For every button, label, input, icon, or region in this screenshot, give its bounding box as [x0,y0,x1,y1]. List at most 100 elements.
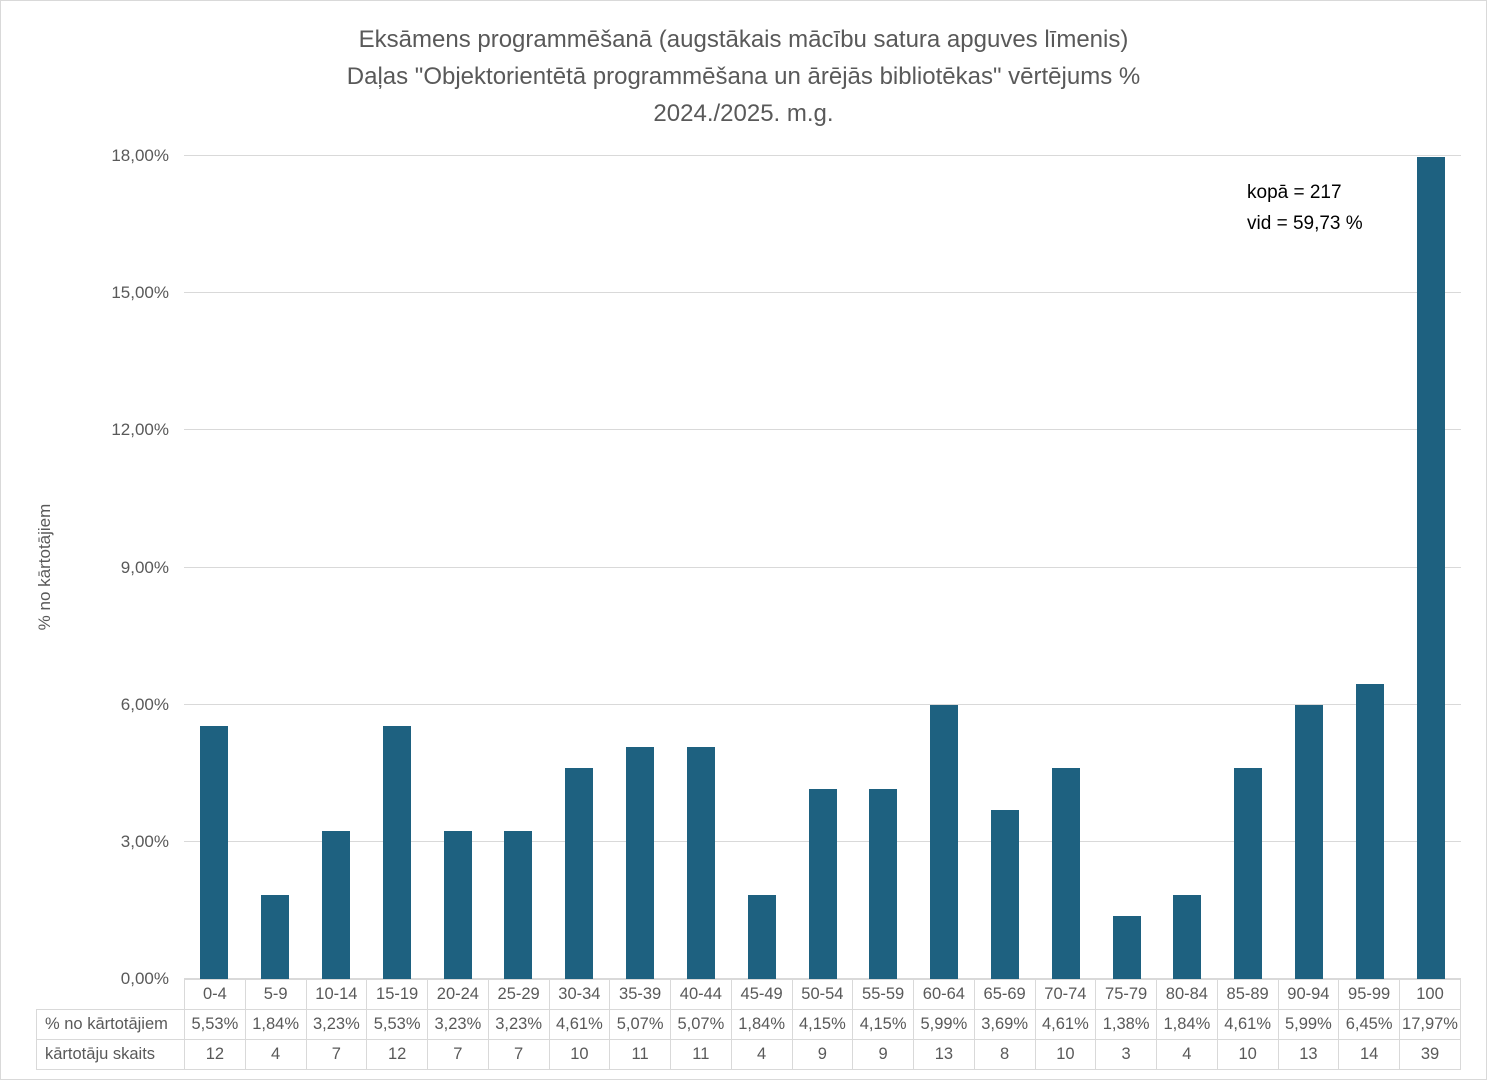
table-corner-cell [37,980,185,1010]
category-cell: 75-79 [1095,979,1157,1010]
bar [1173,894,1202,979]
count-cell: 9 [852,1039,914,1070]
count-cell: 11 [609,1039,671,1070]
count-cell: 4 [1156,1039,1218,1070]
percent-cell: 6,45% [1338,1009,1400,1040]
bar [200,726,229,979]
y-tick-label: 9,00% [120,557,169,577]
bar [1294,705,1323,979]
count-cell: 10 [548,1039,611,1070]
gridline [184,292,1461,294]
count-cell: 7 [487,1039,550,1070]
percent-cell: 5,53% [184,1009,246,1040]
bar [930,705,959,979]
bar [626,747,655,979]
bar [261,894,290,979]
percent-cell: 4,61% [1034,1009,1097,1040]
bar [1355,684,1384,979]
percent-cell: 4,15% [791,1009,854,1040]
bar [990,810,1019,979]
gridline [184,566,1461,568]
percent-cell: 3,23% [427,1009,489,1040]
percent-cell: 4,61% [1216,1009,1279,1040]
category-cell: 15-19 [366,979,428,1010]
category-cell: 85-89 [1216,979,1279,1010]
category-cell: 70-74 [1034,979,1097,1010]
percent-cell: 17,97% [1399,1009,1461,1040]
bar [382,726,411,979]
bar [1112,915,1141,979]
count-cell: 4 [730,1039,793,1070]
count-cell: 4 [244,1039,307,1070]
category-cell: 90-94 [1277,979,1340,1010]
count-cell: 14 [1338,1039,1400,1070]
data-table: 0-4 5-9 10-14 15-19 20-24 25-29 30-34 35-39 40-4… [36,979,1461,1070]
count-cell: 7 [427,1039,489,1070]
count-cell: 10 [1034,1039,1097,1070]
table-row: % no kārtotājiem 5,53% 1,84% 3,23% 5,53% 3,23… [36,1009,1461,1040]
percent-cell: 1,84% [1156,1009,1218,1040]
category-cell: 65-69 [973,979,1036,1010]
category-cell: 20-24 [427,979,489,1010]
y-tick-label: 3,00% [120,831,169,851]
bar [565,768,594,979]
bar [1051,768,1080,979]
bar [504,831,533,979]
chart-title-line-1: Eksāmens programmēšanā (augstākais mācīb… [358,26,1129,53]
count-cell: 9 [791,1039,854,1070]
bar [808,789,837,979]
percent-cell: 5,53% [366,1009,428,1040]
chart-title-line-3: 2024./2025. m.g. [653,100,834,127]
count-cell: 12 [366,1039,428,1070]
percent-cell: 4,15% [852,1009,914,1040]
percent-cell: 4,61% [548,1009,611,1040]
count-cell: 11 [670,1039,732,1070]
y-tick-label: 15,00% [111,283,169,303]
y-tick-label: 0,00% [120,969,169,988]
category-cell: 25-29 [487,979,550,1010]
gridline [184,703,1461,705]
count-cell: 7 [305,1039,368,1070]
category-cell: 60-64 [913,979,975,1010]
annotation-average: vid = 59,73 % [1247,213,1363,234]
category-cell: 10-14 [305,979,368,1010]
category-cell: 100 [1399,979,1461,1010]
category-cell: 0-4 [184,979,246,1010]
percent-cell: 5,07% [609,1009,671,1040]
y-tick-label: 12,00% [111,420,169,440]
table-row: 0-4 5-9 10-14 15-19 20-24 25-29 30-34 35-39 40-4… [37,979,1461,1010]
category-cell: 80-84 [1156,979,1218,1010]
annotation-total: kopā = 217 [1247,182,1342,203]
bar [322,831,351,979]
percent-cell: 5,99% [913,1009,975,1040]
category-cell: 5-9 [244,979,307,1010]
count-cell: 10 [1216,1039,1279,1070]
category-cell: 45-49 [730,979,793,1010]
percent-cell: 1,84% [730,1009,793,1040]
bar [686,747,715,979]
chart-title-line-2: Daļas "Objektorientētā programmēšana un … [346,63,1141,90]
plot-area [184,155,1461,979]
bar [869,789,898,979]
bar [1234,768,1263,979]
gridline [184,429,1461,431]
category-cell: 30-34 [548,979,611,1010]
count-cell: 39 [1399,1039,1461,1070]
bar [443,831,472,979]
category-cell: 50-54 [791,979,854,1010]
percent-cell: 1,38% [1095,1009,1157,1040]
percent-cell: 3,23% [487,1009,550,1040]
count-cell: 13 [1277,1039,1340,1070]
count-cell: 3 [1095,1039,1157,1070]
percent-cell: 3,23% [305,1009,368,1040]
percent-cell: 1,84% [244,1009,307,1040]
bar [1416,157,1445,979]
percent-cell: 3,69% [973,1009,1036,1040]
bar [747,894,776,979]
percent-cell: 5,07% [670,1009,732,1040]
category-cell: 95-99 [1338,979,1400,1010]
category-cell: 40-44 [670,979,732,1010]
y-tick-label: 18,00% [111,146,169,165]
count-cell: 8 [973,1039,1036,1070]
